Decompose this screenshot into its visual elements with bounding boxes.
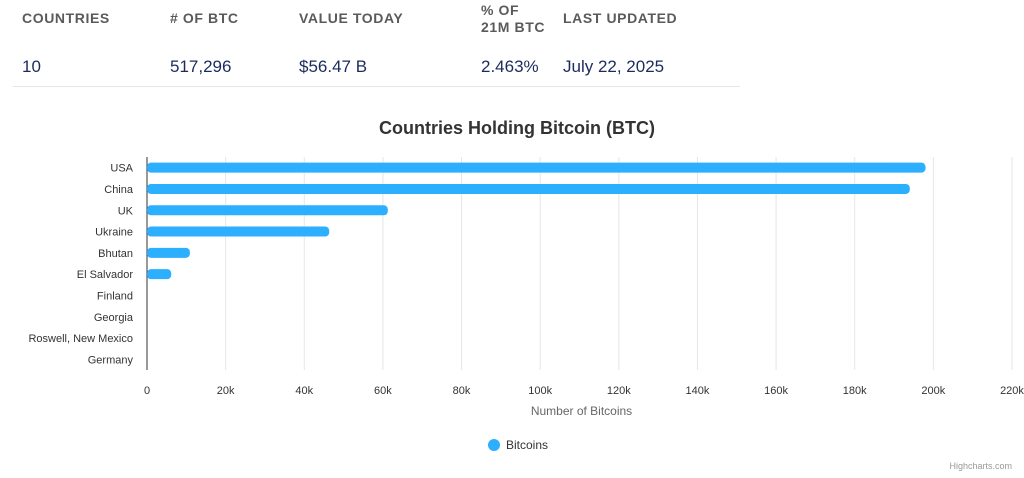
bar	[147, 205, 388, 216]
y-tick-label: Georgia	[94, 312, 134, 324]
x-tick-label: 180k	[843, 385, 867, 397]
y-tick-label: Roswell, New Mexico	[28, 333, 133, 345]
x-tick-label: 60k	[374, 385, 392, 397]
bar	[147, 183, 910, 194]
y-tick-label: UK	[118, 205, 134, 217]
stat-header: % OF 21M BTC	[481, 2, 546, 35]
x-tick-label: 200k	[921, 385, 945, 397]
stat-header: LAST UPDATED	[563, 10, 678, 26]
chart-credits[interactable]: Highcharts.com	[949, 461, 1012, 471]
y-tick-label: China	[104, 184, 134, 196]
legend-marker-icon	[488, 439, 500, 451]
stat-value: 2.463%	[481, 57, 539, 76]
y-tick-label: USA	[110, 163, 133, 175]
x-tick-label: 0	[144, 385, 150, 397]
x-tick-label: 20k	[217, 385, 235, 397]
y-tick-label: Ukraine	[95, 227, 133, 239]
x-tick-label: 80k	[453, 385, 471, 397]
stat-value: 10	[22, 57, 41, 76]
bar	[147, 226, 330, 237]
bar	[147, 269, 172, 280]
y-tick-label: Germany	[88, 354, 134, 366]
stat-value: July 22, 2025	[563, 57, 665, 76]
x-tick-label: 40k	[295, 385, 313, 397]
stats-panel: COUNTRIES 10 # OF BTC 517,296 VALUE TODA…	[13, 0, 740, 87]
chart-title: Countries Holding Bitcoin (BTC)	[379, 118, 655, 138]
bar	[147, 247, 190, 258]
x-axis-title: Number of Bitcoins	[531, 404, 632, 418]
stat-header: # OF BTC	[170, 10, 239, 26]
y-tick-label: Finland	[97, 290, 133, 302]
x-tick-label: 220k	[1000, 385, 1024, 397]
y-tick-label: El Salvador	[77, 269, 134, 281]
stat-value: 517,296	[170, 57, 232, 76]
stat-header: VALUE TODAY	[299, 10, 404, 26]
stat-header: COUNTRIES	[22, 10, 110, 26]
legend-label: Bitcoins	[506, 438, 549, 452]
x-tick-label: 120k	[607, 385, 631, 397]
x-tick-label: 160k	[764, 385, 788, 397]
chart-legend[interactable]: Bitcoins	[488, 438, 548, 452]
bar	[147, 162, 926, 173]
y-tick-label: Bhutan	[98, 248, 133, 260]
x-tick-label: 140k	[686, 385, 710, 397]
x-tick-label: 100k	[528, 385, 552, 397]
stat-value: $56.47 B	[299, 57, 368, 76]
